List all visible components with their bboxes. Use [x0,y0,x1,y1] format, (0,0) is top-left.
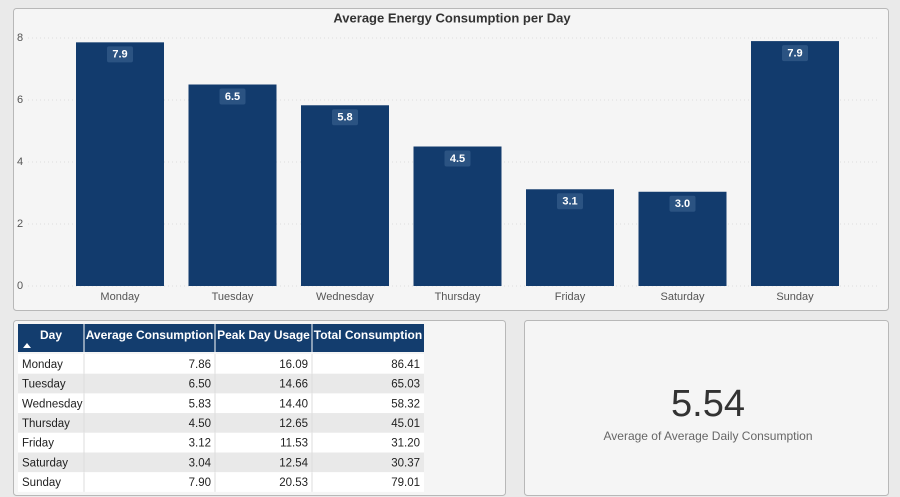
table-cell: Saturday [22,457,68,469]
data-label: 5.8 [337,112,352,124]
table-row-bg [18,373,424,394]
table-cell: Sunday [22,477,61,489]
table-cell: Monday [22,359,63,371]
bar [188,84,277,286]
table-cell: Wednesday [22,398,83,410]
table-cell: Thursday [22,418,70,430]
table-cell: 3.12 [189,438,211,450]
table-cell: 79.01 [391,477,420,489]
bar [751,41,839,286]
table-cell: 58.32 [391,398,420,410]
card-label: Average of Average Daily Consumption [603,429,812,443]
table-cell: 11.53 [280,438,308,450]
card-value: 5.54 [671,383,745,425]
table-cell: 12.65 [279,418,308,430]
table-cell: Friday [22,438,54,450]
data-label: 3.0 [675,198,690,210]
y-tick-label: 8 [17,32,23,44]
data-label-box [107,46,133,63]
table-cell: 3.04 [189,457,212,469]
table-cell: 45.01 [391,418,420,430]
data-label-box [444,150,471,167]
y-tick-label: 6 [17,94,23,106]
table-cell: 16.09 [279,359,308,371]
data-label: 4.5 [450,153,465,165]
table-cell: 5.83 [189,398,211,410]
y-tick-label: 4 [17,156,23,168]
data-label-box [669,195,696,212]
bar [76,42,164,287]
table-row-bg [18,432,424,453]
sort-arrow [23,343,31,348]
x-tick-label: Saturday [660,291,705,303]
y-tick-label: 2 [17,218,23,230]
column-header[interactable]: Peak Day Usage [217,328,310,342]
table-row-bg [18,393,424,414]
table-cell: 14.40 [279,398,308,410]
data-label: 6.5 [225,91,240,103]
data-label: 7.9 [787,48,802,60]
table-cell: 14.66 [279,379,308,391]
x-tick-label: Thursday [435,291,481,303]
table-cell: 20.53 [279,477,308,489]
data-label-box [332,109,358,126]
table-cell: Tuesday [22,379,66,391]
table-cell: 65.03 [391,379,420,391]
table-cell: 7.90 [189,477,211,489]
table-row-bg [18,413,424,433]
bar [301,105,389,287]
column-header[interactable]: Total Consumption [314,328,422,342]
table-row-bg [18,452,424,473]
table-row-bg [18,354,424,374]
data-label-box [557,193,583,210]
data-label: 7.9 [112,49,127,61]
bar [413,146,502,286]
table-cell: 31.20 [391,438,420,450]
table-cell: 7.86 [189,359,211,371]
card-panel [524,320,889,496]
data-label-box [219,88,246,105]
x-tick-label: Friday [555,291,586,303]
table-header-bg [18,324,424,352]
x-tick-label: Sunday [776,291,814,303]
data-label: 3.1 [562,196,577,208]
chart-title: Average Energy Consumption per Day [333,10,571,25]
table-cell: 86.41 [391,359,420,371]
x-tick-label: Tuesday [212,291,254,303]
data-label-box [782,45,808,62]
column-header[interactable]: Day [40,328,62,342]
table-cell: 6.50 [189,379,211,391]
table-cell: 30.37 [391,457,420,469]
column-header[interactable]: Average Consumption [86,328,214,342]
table-row-bg [18,472,424,492]
x-tick-label: Wednesday [316,291,374,303]
table-cell: 4.50 [189,418,211,430]
table-cell: 12.54 [279,457,308,469]
y-tick-label: 0 [17,280,23,292]
x-tick-label: Monday [100,291,140,303]
